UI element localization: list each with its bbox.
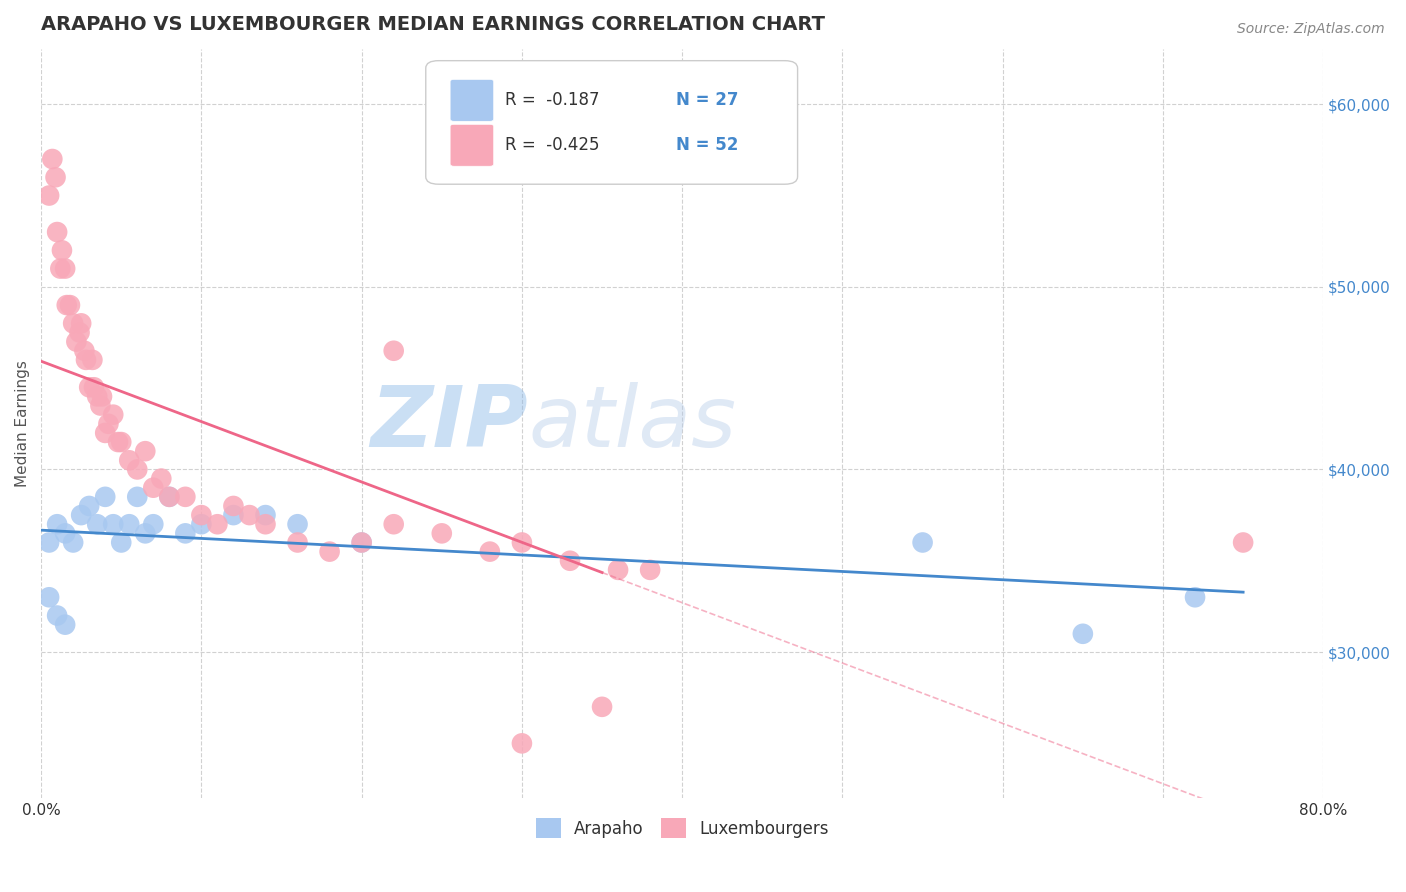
Text: Source: ZipAtlas.com: Source: ZipAtlas.com xyxy=(1237,22,1385,37)
Point xyxy=(607,563,630,577)
Point xyxy=(94,490,117,504)
Point xyxy=(86,517,108,532)
Point xyxy=(89,399,111,413)
Point xyxy=(38,591,60,605)
Point xyxy=(318,544,340,558)
Point xyxy=(350,535,373,549)
Text: N = 27: N = 27 xyxy=(676,91,738,110)
Point xyxy=(238,508,260,522)
Point xyxy=(110,435,132,450)
Point xyxy=(49,261,72,276)
Point xyxy=(83,380,105,394)
Point xyxy=(430,526,453,541)
Point xyxy=(382,343,405,358)
Point xyxy=(53,526,76,541)
Y-axis label: Median Earnings: Median Earnings xyxy=(15,360,30,487)
FancyBboxPatch shape xyxy=(426,61,797,185)
Point xyxy=(510,535,533,549)
Point xyxy=(59,298,82,312)
Point xyxy=(46,517,69,532)
Point xyxy=(65,334,87,349)
Point xyxy=(287,517,309,532)
Point xyxy=(73,343,96,358)
Point xyxy=(157,490,180,504)
Point xyxy=(134,526,156,541)
Point xyxy=(254,508,277,522)
Legend: Arapaho, Luxembourgers: Arapaho, Luxembourgers xyxy=(527,810,837,846)
Point xyxy=(103,517,125,532)
Point xyxy=(77,499,100,513)
Point xyxy=(107,435,129,450)
Point xyxy=(38,535,60,549)
Point xyxy=(1232,535,1254,549)
Point xyxy=(118,453,141,467)
Point xyxy=(222,499,245,513)
Point xyxy=(70,317,93,331)
Point xyxy=(142,481,165,495)
Text: R =  -0.187: R = -0.187 xyxy=(505,91,600,110)
Point xyxy=(51,244,73,258)
Point xyxy=(174,490,197,504)
Point xyxy=(911,535,934,549)
Point xyxy=(118,517,141,532)
Point xyxy=(478,544,501,558)
Point xyxy=(41,152,63,166)
Text: atlas: atlas xyxy=(529,383,737,466)
Point xyxy=(222,508,245,522)
Point xyxy=(127,462,149,476)
Point xyxy=(174,526,197,541)
Point xyxy=(1184,591,1206,605)
Text: R =  -0.425: R = -0.425 xyxy=(505,136,600,154)
Point xyxy=(69,326,91,340)
Point xyxy=(86,389,108,403)
Point xyxy=(591,699,613,714)
Point xyxy=(134,444,156,458)
Point xyxy=(62,317,84,331)
Point xyxy=(150,472,173,486)
Point xyxy=(287,535,309,549)
Point xyxy=(254,517,277,532)
Point xyxy=(44,170,66,185)
FancyBboxPatch shape xyxy=(450,79,494,121)
Point xyxy=(97,417,120,431)
Point xyxy=(77,380,100,394)
Point xyxy=(91,389,114,403)
Point xyxy=(53,261,76,276)
Point xyxy=(350,535,373,549)
Point xyxy=(190,517,212,532)
Point xyxy=(75,352,97,367)
Text: ZIP: ZIP xyxy=(371,383,529,466)
Point xyxy=(94,425,117,440)
Text: N = 52: N = 52 xyxy=(676,136,738,154)
Point xyxy=(46,225,69,239)
Point xyxy=(207,517,229,532)
Point xyxy=(38,188,60,202)
Point xyxy=(55,298,77,312)
Point xyxy=(190,508,212,522)
Point xyxy=(638,563,661,577)
Point xyxy=(142,517,165,532)
Point xyxy=(53,617,76,632)
Point xyxy=(103,408,125,422)
Point xyxy=(46,608,69,623)
FancyBboxPatch shape xyxy=(450,124,494,166)
Point xyxy=(558,554,581,568)
Point xyxy=(110,535,132,549)
Point xyxy=(127,490,149,504)
Text: ARAPAHO VS LUXEMBOURGER MEDIAN EARNINGS CORRELATION CHART: ARAPAHO VS LUXEMBOURGER MEDIAN EARNINGS … xyxy=(41,15,825,34)
Point xyxy=(1071,627,1094,641)
Point xyxy=(382,517,405,532)
Point xyxy=(82,352,104,367)
Point xyxy=(62,535,84,549)
Point xyxy=(510,736,533,750)
Point xyxy=(70,508,93,522)
Point xyxy=(157,490,180,504)
